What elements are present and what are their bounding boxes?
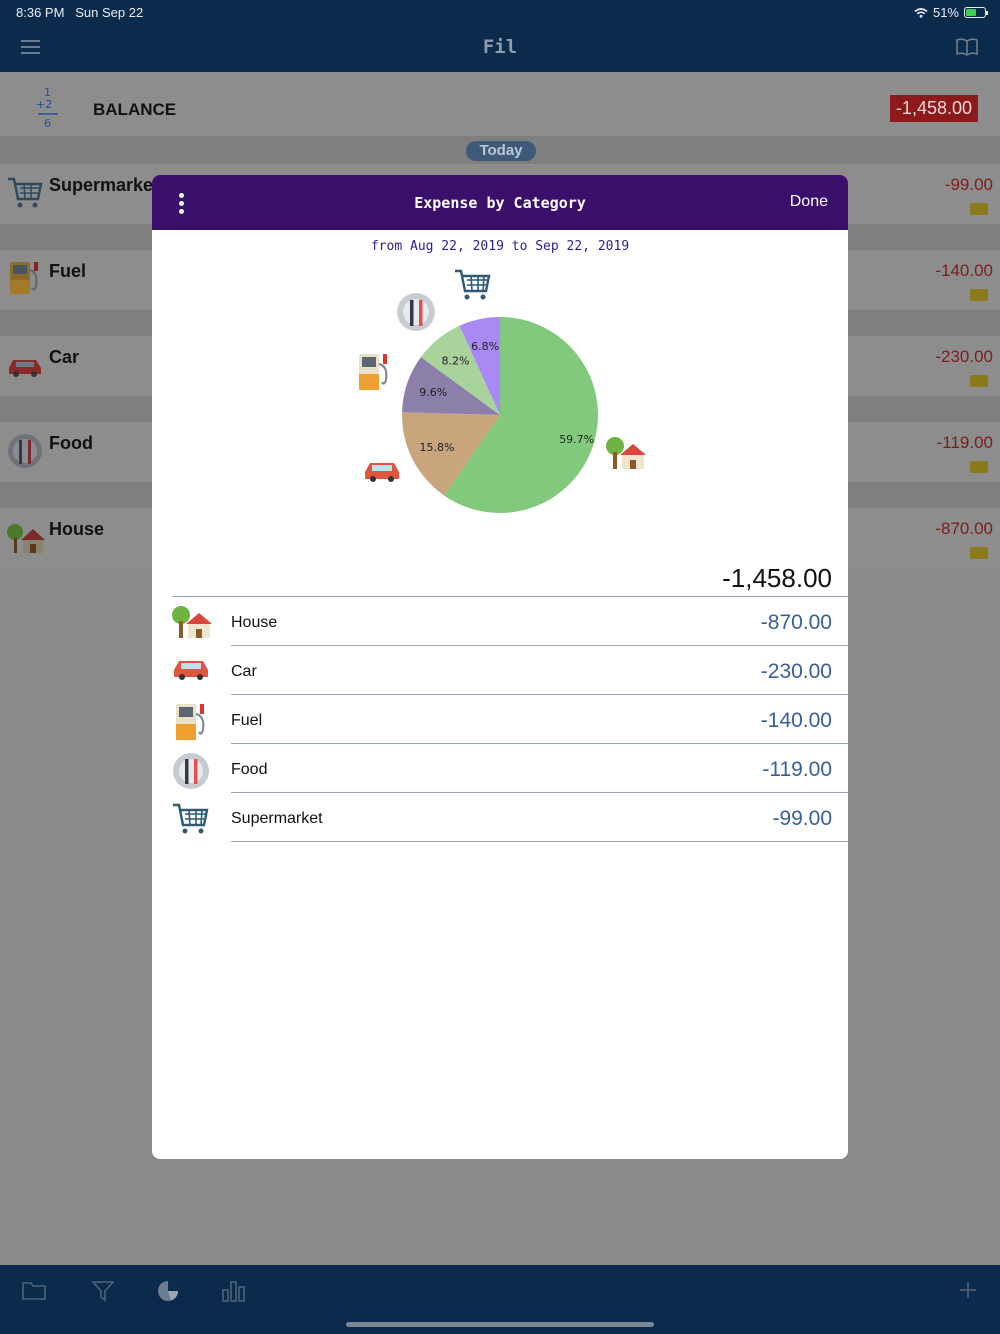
pie-label-car: 15.8%: [420, 441, 455, 454]
category-name: Fuel: [231, 712, 263, 729]
modal-title: Expense by Category: [414, 194, 586, 212]
pie-chart: 59.7% 15.8% 9.6% 8.2%6.8%: [359, 269, 646, 513]
cart-icon: [455, 269, 491, 300]
row-name: House: [49, 519, 105, 539]
plate-utensils-icon: [173, 753, 209, 789]
plate-utensils-icon: [8, 434, 42, 468]
modal-header: Expense by Category Done: [152, 175, 848, 230]
divider: [231, 792, 848, 793]
total-amount: -1,458.00: [722, 563, 832, 593]
car-icon: [365, 463, 399, 482]
pie-chart-icon[interactable]: [157, 1280, 179, 1302]
category-name: House: [231, 614, 278, 631]
folder-icon[interactable]: [22, 1280, 46, 1300]
category-row-car[interactable]: Car -230.00: [152, 646, 848, 695]
category-amount: -99.00: [772, 807, 832, 830]
plate-utensils-icon: [397, 293, 435, 331]
status-indicators: 51%: [914, 5, 988, 20]
more-vertical-icon[interactable]: [179, 193, 185, 217]
divider: [231, 841, 848, 842]
balance-label: BALANCE: [93, 100, 177, 119]
category-name: Food: [231, 761, 268, 778]
card-icon: [970, 375, 988, 387]
home-indicator[interactable]: [346, 1322, 654, 1327]
car-icon: [174, 661, 208, 680]
fuel-pump-icon: [176, 704, 205, 740]
pie-slice-fuel[interactable]: [402, 357, 500, 415]
car-icon: [9, 360, 41, 377]
category-amount: -230.00: [760, 660, 832, 683]
nav-title: Fil: [482, 36, 518, 58]
wifi-icon: [914, 7, 928, 18]
battery-icon: [964, 7, 988, 18]
category-name: Supermarket: [231, 810, 323, 827]
status-clock: 8:36 PM: [16, 5, 65, 20]
category-row-fuel[interactable]: Fuel -140.00: [152, 695, 848, 744]
row-name: Food: [49, 433, 93, 453]
cart-icon: [173, 803, 209, 834]
pie-label-food: 8.2%: [441, 354, 469, 367]
category-row-supermarket[interactable]: Supermarket -99.00: [152, 793, 848, 842]
divider: [231, 743, 848, 744]
row-amount: -230.00: [935, 347, 993, 366]
battery-percent: 51%: [932, 5, 959, 20]
balance-row[interactable]: [0, 72, 1000, 136]
status-date: Sun Sep 22: [75, 5, 144, 20]
row-amount: -870.00: [935, 519, 993, 538]
today-badge: Today: [466, 141, 536, 161]
balance-value: -1,458.00: [889, 95, 978, 122]
fuel-pump-icon: [359, 354, 388, 390]
house-icon: [606, 437, 646, 469]
pie-slice-car[interactable]: [402, 412, 500, 496]
cart-icon: [8, 177, 43, 208]
date-range: from Aug 22, 2019 to Sep 22, 2019: [370, 239, 630, 254]
divider: [231, 645, 848, 646]
category-name: Car: [231, 663, 257, 680]
card-icon: [970, 203, 988, 215]
pie-slice-house[interactable]: [444, 317, 598, 513]
expense-by-category-modal: Expense by Category Done from Aug 22, 20…: [152, 175, 848, 1159]
row-name: Supermarke: [49, 175, 154, 195]
row-amount: -99.00: [944, 175, 993, 194]
house-icon: [172, 606, 212, 638]
svg-text:6: 6: [44, 117, 51, 130]
row-amount: -119.00: [936, 433, 993, 452]
category-row-house[interactable]: House -870.00: [152, 597, 848, 646]
row-name: Car: [49, 347, 80, 367]
svg-text:1: 1: [44, 86, 51, 99]
book-icon[interactable]: [956, 38, 978, 56]
pie-label-supermarket: 6.8%: [471, 340, 499, 353]
calculator-numbers-icon: 1 +2 6: [36, 86, 58, 130]
pie-label-house: 59.7%: [559, 433, 594, 446]
fuel-pump-icon: [10, 262, 38, 294]
plus-icon[interactable]: [958, 1280, 978, 1300]
pie-slice-food[interactable]: [420, 325, 500, 415]
status-time: 8:36 PM Sun Sep 22: [16, 5, 143, 20]
divider: [231, 694, 848, 695]
category-amount: -140.00: [760, 709, 832, 732]
category-row-food[interactable]: Food -119.00: [152, 744, 848, 793]
navigation-bar: 8:36 PM Sun Sep 22 51% Fil: [0, 0, 1000, 72]
row-name: Fuel: [49, 261, 87, 281]
divider: [172, 596, 848, 597]
svg-text:+2: +2: [36, 98, 52, 111]
card-icon: [970, 461, 988, 473]
category-amount: -119.00: [762, 758, 832, 781]
done-button[interactable]: Done: [789, 193, 828, 210]
filter-icon[interactable]: [92, 1280, 114, 1302]
card-icon: [970, 547, 988, 559]
menu-icon[interactable]: [21, 40, 40, 54]
category-amount: -870.00: [760, 611, 832, 634]
bar-chart-icon[interactable]: [222, 1280, 246, 1302]
pie-label-fuel: 9.6%: [419, 386, 447, 399]
pie-slice-supermarket[interactable]: [459, 317, 500, 415]
house-icon: [7, 524, 45, 553]
card-icon: [970, 289, 988, 301]
row-amount: -140.00: [935, 261, 993, 280]
